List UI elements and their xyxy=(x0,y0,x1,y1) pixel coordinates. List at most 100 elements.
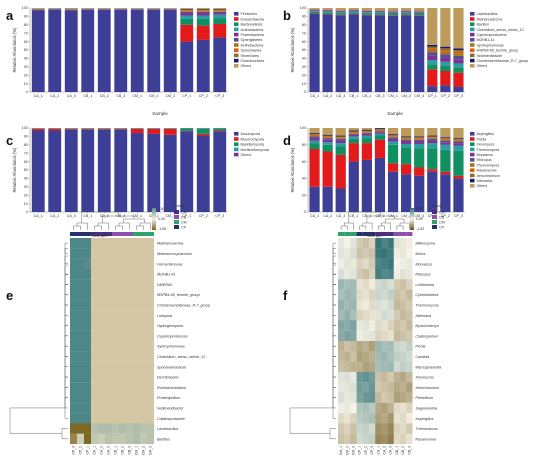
heatmap-cell xyxy=(393,299,401,311)
heatmap-cell xyxy=(400,289,407,300)
heatmap-cell xyxy=(91,392,99,403)
heatmap-cell xyxy=(387,258,394,269)
heatmap-column-label: CA_3 xyxy=(389,446,393,455)
heatmap-cell xyxy=(126,299,134,311)
heatmap-cell xyxy=(147,361,155,372)
bar-segment xyxy=(309,13,320,93)
heatmap-cell xyxy=(112,371,120,383)
x-tick-label: CB_1 xyxy=(83,94,92,98)
heatmap-cell xyxy=(393,320,401,331)
heatmap-cell xyxy=(98,433,106,445)
heatmap-row-label: Aerochromium xyxy=(414,386,439,390)
heatmap-cell xyxy=(70,289,78,300)
y-tick-label: 90 xyxy=(24,135,28,139)
heatmap-cell xyxy=(112,289,120,300)
heatmap-cell xyxy=(70,258,78,269)
heatmap-cell xyxy=(350,248,357,259)
bar-segment xyxy=(453,8,464,49)
legend-swatch xyxy=(470,152,475,157)
bar-segment xyxy=(322,142,333,145)
y-tick-label: 50 xyxy=(24,48,28,52)
heatmap-cell xyxy=(356,433,363,445)
heatmap-row-label: Mycosphaerella xyxy=(415,365,441,369)
legend-swatch xyxy=(470,43,475,47)
heatmap-column-label: CP_3 xyxy=(370,446,374,455)
group-legend-label: CB xyxy=(439,215,445,219)
bar-segment xyxy=(180,15,194,19)
heatmap-cell xyxy=(98,392,106,403)
bar-segment xyxy=(335,15,346,92)
heatmap-cell xyxy=(362,310,370,321)
heatmap-cell xyxy=(119,382,127,393)
bar-segment xyxy=(401,139,412,142)
heatmap-cell xyxy=(338,413,345,424)
y-tick-label: 90 xyxy=(24,15,28,19)
heatmap-cell xyxy=(147,310,155,321)
heatmap-cell xyxy=(105,392,113,403)
heatmap-cell xyxy=(70,341,78,352)
bar-segment xyxy=(361,131,372,133)
legend-label: Sedimentibacter xyxy=(477,54,504,58)
bar-segment xyxy=(374,15,386,92)
bar-segment xyxy=(64,10,78,93)
heatmap-cell xyxy=(77,371,85,383)
heatmap-cell xyxy=(338,320,345,331)
bar-segment xyxy=(387,15,399,92)
legend-swatch xyxy=(470,168,475,172)
bar-segment xyxy=(361,8,372,11)
heatmap-cell xyxy=(140,402,148,414)
heatmap-cell xyxy=(393,382,401,393)
dendro-branch xyxy=(378,225,385,230)
group-legend-swatch xyxy=(432,210,437,214)
legend-label: Bacillus xyxy=(477,23,490,27)
heatmap-cell xyxy=(362,392,370,403)
group-strip-cell xyxy=(381,232,388,236)
heatmap-cell xyxy=(133,268,141,280)
heatmap-cell xyxy=(338,248,345,259)
heatmap-cell xyxy=(338,402,345,414)
heatmap-cell xyxy=(400,299,407,311)
heatmap-cell xyxy=(381,289,388,300)
bar-segment xyxy=(361,15,372,92)
heatmap-cell xyxy=(105,320,113,331)
heatmap-row-label: Lactobacillus xyxy=(157,427,178,431)
x-tick-label: CA_3 xyxy=(67,214,76,218)
heatmap-cell xyxy=(84,382,92,393)
legend-label: Synergistetes xyxy=(241,38,263,42)
y-tick-label: 30 xyxy=(302,65,306,69)
heatmap-cell xyxy=(147,341,155,352)
heatmap-cell xyxy=(387,402,394,414)
bar-segment xyxy=(114,129,128,212)
heatmap-cell xyxy=(126,351,134,362)
heatmap-cell xyxy=(393,268,401,280)
bar-segment xyxy=(440,65,451,71)
bar-segment xyxy=(309,8,320,9)
bar-segment xyxy=(335,128,346,136)
legend-swatch xyxy=(234,53,239,58)
legend-swatch xyxy=(470,22,475,26)
heatmap-cell xyxy=(350,361,357,372)
heatmap-cell xyxy=(406,341,413,352)
bar-segment xyxy=(440,140,451,143)
heatmap-cell xyxy=(133,423,141,434)
heatmap-cell xyxy=(381,248,388,259)
heatmap-column-label: CA_2 xyxy=(383,446,387,455)
heatmap-row-label: Thermoascus xyxy=(415,427,437,431)
y-tick-label: 60 xyxy=(302,40,306,44)
heatmap-cell xyxy=(350,310,357,321)
dendro-branch xyxy=(73,225,81,230)
bar-segment xyxy=(427,135,438,137)
heatmap-cell xyxy=(98,341,106,352)
bar-segment xyxy=(335,140,346,144)
bar-segment xyxy=(213,130,227,132)
heatmap-cell xyxy=(77,361,85,372)
bar-segment xyxy=(427,64,438,70)
heatmap-cell xyxy=(356,392,363,403)
heatmap-cell xyxy=(356,351,363,362)
dendro-branch xyxy=(396,225,404,230)
legend-swatch xyxy=(470,132,475,136)
heatmap-cell xyxy=(375,258,382,269)
heatmap-cell xyxy=(119,238,127,249)
heatmap-cell xyxy=(105,330,113,342)
heatmap-row-label: Alternaria xyxy=(414,314,431,318)
